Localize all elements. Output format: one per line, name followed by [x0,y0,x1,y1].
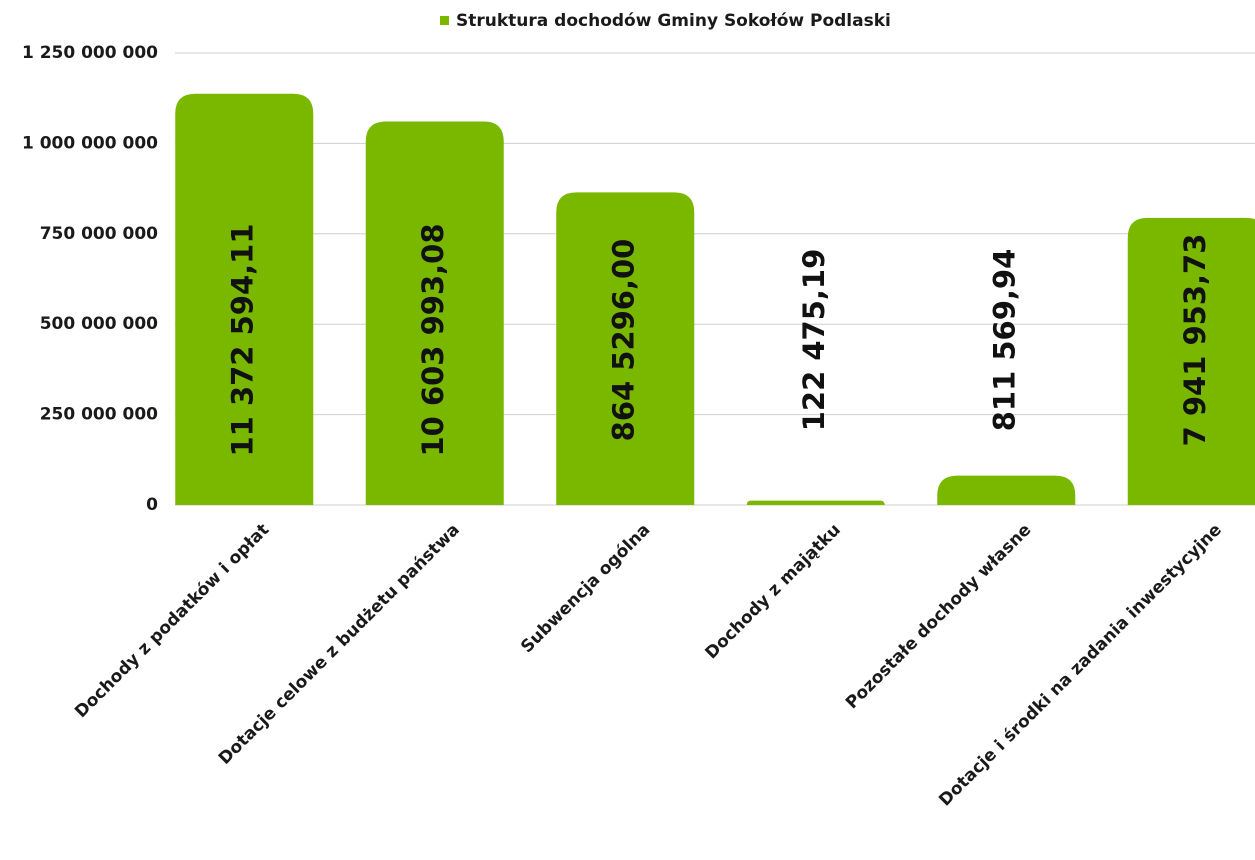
data-label: 811 569,94 [987,249,1021,432]
y-tick-label: 750 000 000 [40,224,158,244]
y-tick-label: 1 250 000 000 [22,43,158,63]
bar [556,192,695,505]
bar [1127,217,1255,505]
data-label: 10 603 993,08 [416,224,450,457]
bar [175,93,314,505]
data-label: 7 941 953,73 [1178,234,1212,447]
bar [937,475,1076,505]
bar [746,500,885,505]
data-label: 864 5296,00 [606,239,640,442]
y-tick-label: 500 000 000 [40,314,158,334]
data-label: 11 372 594,11 [225,224,259,457]
y-tick-label: 1 000 000 000 [22,133,158,153]
legend-label: Struktura dochodów Gminy Sokołów Podlask… [456,11,891,31]
legend-swatch [440,16,449,25]
bar [365,121,504,506]
y-tick-label: 0 [146,495,158,515]
y-tick-label: 250 000 000 [40,405,158,425]
data-label: 122 475,19 [797,249,831,432]
